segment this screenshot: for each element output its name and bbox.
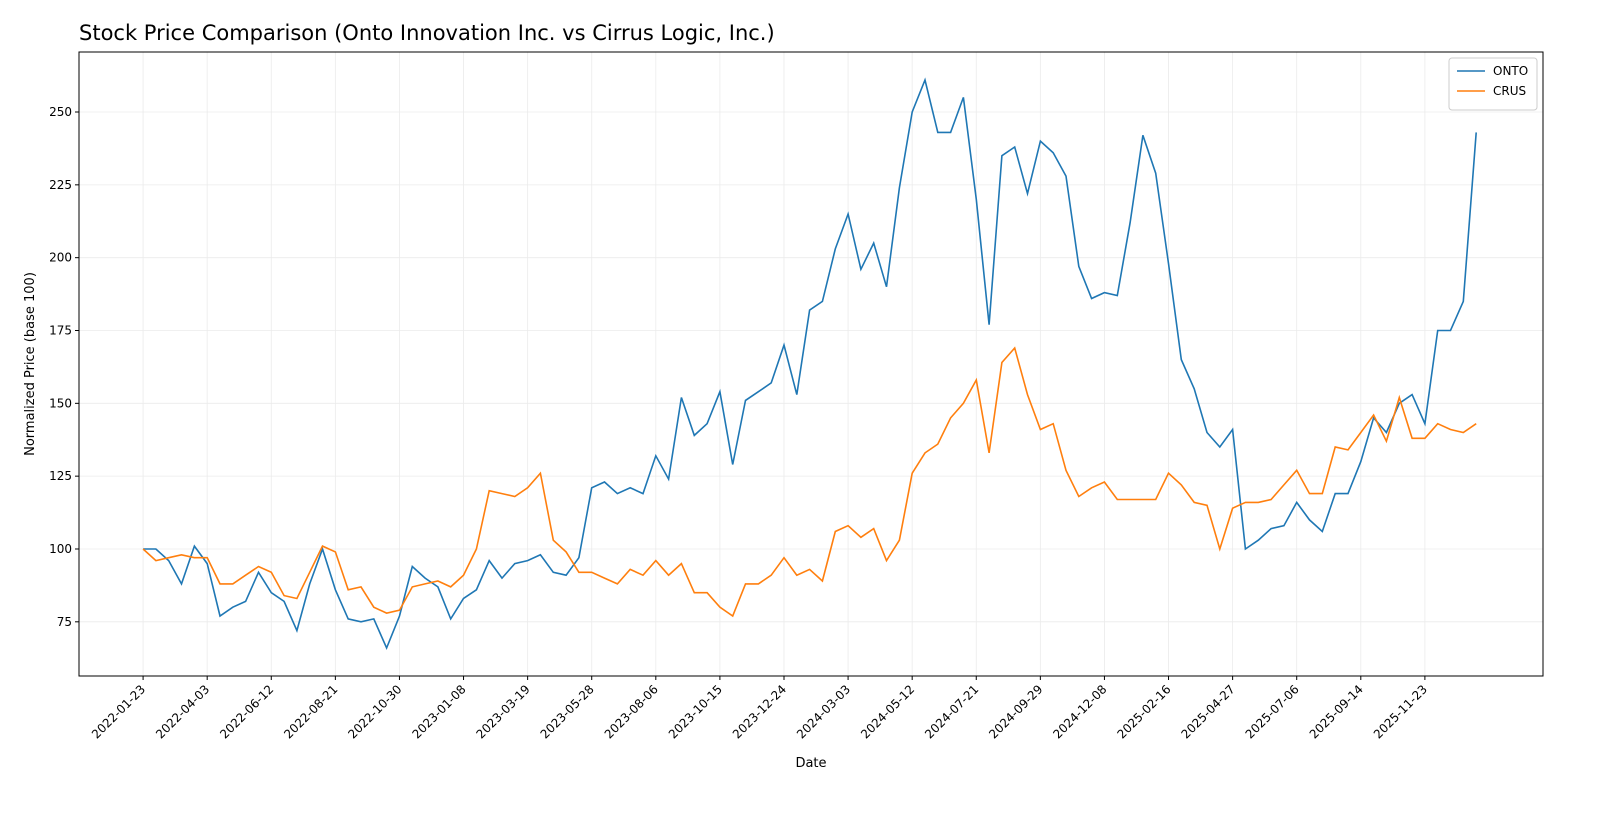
x-tick-label: 2023-10-15 — [666, 682, 725, 741]
y-axis-label: Normalized Price (base 100) — [23, 272, 38, 456]
x-tick-label: 2023-05-28 — [538, 682, 597, 741]
y-tick-label: 200 — [49, 251, 72, 265]
legend-label: ONTO — [1493, 64, 1528, 78]
legend-label: CRUS — [1493, 84, 1526, 98]
x-tick-label: 2024-09-29 — [986, 682, 1045, 741]
y-tick-label: 125 — [49, 469, 72, 483]
x-tick-label: 2023-01-08 — [409, 682, 468, 741]
x-tick-label: 2024-07-21 — [922, 682, 981, 741]
y-tick-label: 250 — [49, 105, 72, 119]
x-tick-label: 2023-03-19 — [474, 682, 533, 741]
x-tick-label: 2025-07-06 — [1243, 682, 1302, 741]
x-tick-label: 2025-11-23 — [1371, 682, 1430, 741]
series-line — [143, 77, 1477, 651]
x-tick-label: 2025-02-16 — [1114, 682, 1173, 741]
y-tick-label: 75 — [57, 615, 72, 629]
y-tick-label: 175 — [49, 323, 72, 337]
x-tick-label: 2024-03-03 — [794, 682, 853, 741]
x-tick-label: 2022-04-03 — [153, 682, 212, 741]
y-tick-label: 225 — [49, 178, 72, 192]
x-tick-label: 2024-12-08 — [1050, 682, 1109, 741]
x-axis-label: Date — [795, 756, 826, 771]
x-tick-label: 2023-08-06 — [602, 682, 661, 741]
x-tick-label: 2025-04-27 — [1179, 682, 1238, 741]
legend: ONTO CRUS — [1448, 57, 1538, 111]
x-tick-label: 2022-01-23 — [89, 682, 148, 741]
y-tick-label: 100 — [49, 542, 72, 556]
x-tick-label: 2025-09-14 — [1307, 682, 1366, 741]
series-line — [142, 346, 1477, 618]
x-tick-label: 2023-12-24 — [730, 682, 789, 741]
chart-title: Stock Price Comparison (Onto Innovation … — [79, 21, 775, 45]
x-tick-label: 2022-06-12 — [217, 682, 276, 741]
x-tick-label: 2022-08-21 — [281, 682, 340, 741]
x-tick-label: 2022-10-30 — [345, 682, 404, 741]
x-tick-label: 2024-05-12 — [858, 682, 917, 741]
y-tick-label: 150 — [49, 396, 72, 410]
plot-frame — [78, 51, 1544, 677]
